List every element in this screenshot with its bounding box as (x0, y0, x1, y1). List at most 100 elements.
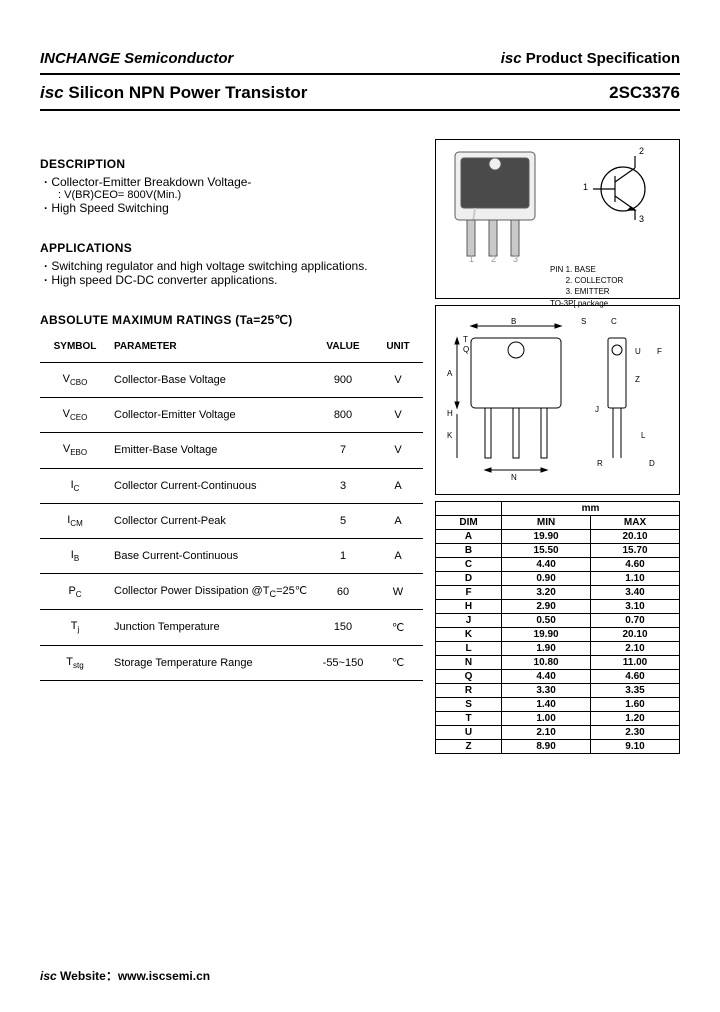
svg-text:Z: Z (635, 375, 640, 384)
package-symbol: 1 2 3 1 2 3 (443, 144, 673, 264)
table-row: VEBOEmitter-Base Voltage7V (40, 433, 423, 468)
cell-dim: S (436, 698, 502, 712)
table-row: Z8.909.10 (436, 740, 680, 754)
table-row: PCCollector Power Dissipation @TC=25℃60W (40, 574, 423, 610)
cell-dim: D (436, 572, 502, 586)
table-row: L1.902.10 (436, 642, 680, 656)
cell-dim: U (436, 726, 502, 740)
cell-max: 4.60 (591, 558, 680, 572)
cell-min: 1.90 (502, 642, 591, 656)
cell-dim: F (436, 586, 502, 600)
svg-text:1: 1 (469, 254, 474, 264)
cell-min: 3.30 (502, 684, 591, 698)
package-outline: B A K H T Q S C U Z F L D (443, 310, 673, 490)
applications-list: Switching regulator and high voltage swi… (40, 259, 423, 287)
cell-max: 2.10 (591, 642, 680, 656)
table-row: B15.5015.70 (436, 544, 680, 558)
svg-text:R: R (597, 459, 603, 468)
table-row: VCBOCollector-Base Voltage900V (40, 363, 423, 398)
table-row: F3.203.40 (436, 586, 680, 600)
table-row: H2.903.10 (436, 600, 680, 614)
cell-parameter: Collector-Base Voltage (110, 363, 313, 398)
cell-min: 4.40 (502, 558, 591, 572)
cell-symbol: Tstg (40, 645, 110, 680)
cell-symbol: VEBO (40, 433, 110, 468)
cell-max: 1.60 (591, 698, 680, 712)
header-rule-2 (40, 109, 680, 111)
svg-text:3: 3 (639, 214, 644, 224)
cell-value: 1 (313, 538, 373, 573)
footer: isc Website：www.iscsemi.cn (40, 967, 210, 984)
cell-min: 10.80 (502, 656, 591, 670)
cell-value: 3 (313, 468, 373, 503)
list-item: High speed DC-DC converter applications. (44, 273, 423, 287)
table-row: ICMCollector Current-Peak5A (40, 503, 423, 538)
svg-text:2: 2 (639, 146, 644, 156)
table-row: T1.001.20 (436, 712, 680, 726)
cell-max: 11.00 (591, 656, 680, 670)
cell-dim: J (436, 614, 502, 628)
svg-text:F: F (657, 347, 662, 356)
table-row: ICCollector Current-Continuous3A (40, 468, 423, 503)
svg-text:H: H (447, 409, 453, 418)
cell-min: 8.90 (502, 740, 591, 754)
cell-symbol: VCEO (40, 398, 110, 433)
svg-text:J: J (595, 405, 599, 414)
table-row: R3.303.35 (436, 684, 680, 698)
cell-symbol: IB (40, 538, 110, 573)
list-item: Collector-Emitter Breakdown Voltage- : V… (44, 175, 423, 201)
cell-max: 4.60 (591, 670, 680, 684)
cell-dim: H (436, 600, 502, 614)
cell-dim: B (436, 544, 502, 558)
cell-unit: A (373, 538, 423, 573)
cell-max: 20.10 (591, 628, 680, 642)
svg-text:K: K (447, 431, 453, 440)
table-row: C4.404.60 (436, 558, 680, 572)
description-heading: DESCRIPTION (40, 157, 423, 171)
table-row: S1.401.60 (436, 698, 680, 712)
symbol-panel: 1 2 3 1 2 3 PIN 1. BASE (435, 139, 680, 299)
table-row: A19.9020.10 (436, 530, 680, 544)
table-row: TjJunction Temperature150℃ (40, 610, 423, 645)
description-sub-spec: : V(BR)CEO= 800V(Min.) (44, 189, 423, 201)
cell-parameter: Storage Temperature Range (110, 645, 313, 680)
cell-dim: R (436, 684, 502, 698)
list-item: High Speed Switching (44, 201, 423, 215)
table-row: D0.901.10 (436, 572, 680, 586)
cell-min: 2.10 (502, 726, 591, 740)
cell-min: 0.90 (502, 572, 591, 586)
cell-dim: A (436, 530, 502, 544)
svg-text:Q: Q (463, 345, 469, 354)
cell-value: -55~150 (313, 645, 373, 680)
cell-unit: ℃ (373, 645, 423, 680)
cell-max: 3.10 (591, 600, 680, 614)
cell-min: 0.50 (502, 614, 591, 628)
cell-min: 3.20 (502, 586, 591, 600)
cell-max: 2.30 (591, 726, 680, 740)
svg-text:L: L (641, 431, 646, 440)
table-row: Q4.404.60 (436, 670, 680, 684)
cell-min: 1.40 (502, 698, 591, 712)
svg-text:N: N (511, 473, 517, 482)
cell-dim: L (436, 642, 502, 656)
table-row: U2.102.30 (436, 726, 680, 740)
table-row: TstgStorage Temperature Range-55~150℃ (40, 645, 423, 680)
cell-max: 15.70 (591, 544, 680, 558)
cell-unit: A (373, 503, 423, 538)
cell-min: 2.90 (502, 600, 591, 614)
svg-text:S: S (581, 317, 586, 326)
cell-unit: A (373, 468, 423, 503)
cell-parameter: Junction Temperature (110, 610, 313, 645)
cell-max: 1.10 (591, 572, 680, 586)
svg-text:D: D (649, 459, 655, 468)
cell-parameter: Emitter-Base Voltage (110, 433, 313, 468)
cell-value: 60 (313, 574, 373, 610)
dimension-table: mm DIM MIN MAX A19.9020.10B15.5015.70C4.… (435, 501, 680, 754)
cell-value: 800 (313, 398, 373, 433)
col-symbol: SYMBOL (40, 331, 110, 363)
svg-text:B: B (511, 317, 516, 326)
cell-symbol: ICM (40, 503, 110, 538)
svg-text:C: C (611, 317, 617, 326)
svg-text:A: A (447, 369, 453, 378)
cell-dim: N (436, 656, 502, 670)
